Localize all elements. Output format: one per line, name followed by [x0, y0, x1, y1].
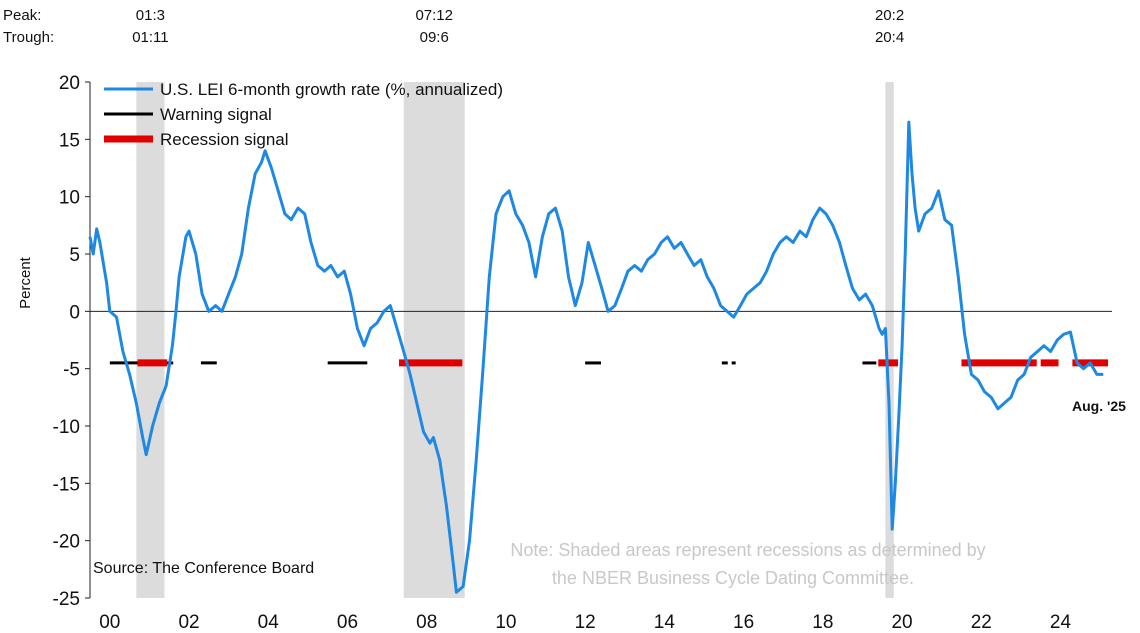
peak-row-label: Peak: — [3, 7, 41, 24]
y-tick-label: -10 — [53, 417, 80, 438]
recession-trough-label: 20:4 — [875, 29, 904, 46]
y-tick-label: -5 — [63, 360, 80, 381]
y-tick-label: -20 — [53, 532, 80, 553]
y-tick-label: 10 — [59, 188, 80, 209]
recession-shade-1 — [403, 82, 465, 598]
x-tick-label: 24 — [1050, 612, 1072, 633]
x-tick-label: 12 — [575, 612, 596, 633]
x-tick-label: 14 — [654, 612, 676, 633]
x-tick-label: 04 — [258, 612, 280, 633]
note-line-2: the NBER Business Cycle Dating Committee… — [552, 568, 914, 588]
x-tick-label: 02 — [178, 612, 199, 633]
axes: 20 15 10 5 0 -5 -10 -15 -20 -25 00 02 04 06 08 10 12 14 16… — [53, 73, 1112, 633]
recession-date-labels: 01:3 01:11 07:12 09:6 20:2 20:4 — [132, 7, 904, 46]
recession-shading — [136, 82, 894, 598]
x-tick-label: 10 — [495, 612, 516, 633]
series-lines — [88, 120, 1104, 594]
x-tick-label: 18 — [812, 612, 833, 633]
trough-row-label: Trough: — [3, 29, 54, 46]
recession-shade-0 — [136, 82, 165, 598]
recession-peak-label: 01:3 — [136, 7, 165, 24]
legend-label-warning: Warning signal — [160, 105, 272, 124]
x-tick-label: 20 — [891, 612, 912, 633]
note-line-1: Note: Shaded areas represent recessions … — [510, 540, 985, 560]
source-label: Source: The Conference Board — [93, 560, 314, 577]
x-tick-label: 16 — [733, 612, 754, 633]
x-tick-label: 22 — [971, 612, 992, 633]
x-tick-label: 08 — [416, 612, 437, 633]
y-tick-label: -15 — [53, 474, 80, 495]
y-tick-label: -25 — [53, 589, 80, 610]
legend: U.S. LEI 6-month growth rate (%, annuali… — [104, 80, 503, 149]
y-tick-label: 5 — [69, 245, 80, 266]
recession-peak-label: 07:12 — [415, 7, 453, 24]
recession-shade-2 — [885, 82, 894, 598]
y-tick-label: 0 — [69, 302, 80, 323]
recession-trough-label: 01:11 — [132, 29, 168, 46]
y-tick-label: 15 — [59, 130, 80, 151]
recession-trough-label: 09:6 — [420, 29, 449, 46]
recession-peak-label: 20:2 — [875, 7, 904, 24]
x-tick-label: 06 — [337, 612, 358, 633]
series-line-lei — [88, 120, 1104, 594]
x-tick-label: 00 — [99, 612, 120, 633]
legend-label-recession: Recession signal — [160, 130, 289, 149]
legend-label-lei: U.S. LEI 6-month growth rate (%, annuali… — [160, 80, 503, 99]
y-axis-label: Percent — [17, 256, 34, 309]
y-tick-label: 20 — [59, 73, 80, 94]
latest-value-label: Aug. '25 — [1072, 398, 1126, 414]
